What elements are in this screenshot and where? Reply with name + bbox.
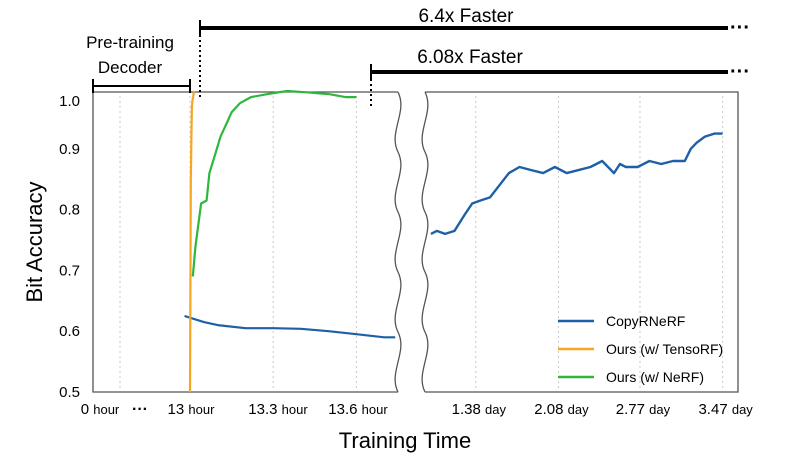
speedup-nerf-label: 6.08x Faster bbox=[417, 47, 523, 68]
annotations: Pre-training Decoder 6.4x Faster ··· 6.0… bbox=[86, 6, 750, 106]
y-tick-label: 0.6 bbox=[59, 323, 80, 340]
left-panel bbox=[92, 91, 398, 393]
series-line-left-ours-w-tensorf bbox=[188, 90, 196, 393]
right-panel bbox=[425, 91, 739, 393]
x-axis-break-ellipsis: ··· bbox=[132, 401, 148, 418]
right-panel-series bbox=[430, 132, 723, 236]
x-tick-label-right: 1.38 day bbox=[452, 401, 507, 418]
x-tick-labels-right: 1.38 day 2.08 day 2.77 day 3.47 day bbox=[452, 401, 754, 418]
series-line-right-copyrnerf bbox=[430, 132, 723, 236]
legend-label-ours-w-tensorf: Ours (w/ TensoRF) bbox=[606, 341, 723, 357]
series-line-left-ours-w-nerf bbox=[191, 89, 357, 277]
x-tick-label-left: 13.3 hour bbox=[248, 401, 308, 418]
x-tick-label-right: 3.47 day bbox=[698, 401, 753, 418]
y-tick-label: 0.9 bbox=[59, 141, 80, 158]
left-panel-border bbox=[92, 91, 398, 393]
legend: CopyRNeRF Ours (w/ TensoRF) Ours (w/ NeRF) bbox=[558, 313, 723, 385]
speedup-nerf-ellipsis: ··· bbox=[730, 61, 750, 83]
y-tick-label: 1.0 bbox=[59, 93, 80, 110]
left-axis-break bbox=[394, 91, 402, 393]
right-axis-break bbox=[421, 91, 429, 393]
x-tick-label-left: 0 hour bbox=[81, 401, 120, 418]
y-axis-title: Bit Accuracy bbox=[22, 181, 47, 302]
y-tick-label: 0.7 bbox=[59, 262, 80, 279]
y-tick-label: 0.8 bbox=[59, 202, 80, 219]
x-tick-label-left: 13.6 hour bbox=[328, 401, 388, 418]
x-axis-title: Training Time bbox=[339, 428, 471, 453]
series-line-left-copyrnerf bbox=[184, 314, 396, 339]
legend-label-copyrnerf: CopyRNeRF bbox=[606, 313, 685, 329]
pretrain-label-line1: Pre-training bbox=[86, 33, 174, 52]
right-panel-border bbox=[425, 91, 739, 393]
speedup-tensorf-label: 6.4x Faster bbox=[418, 6, 514, 27]
pretrain-label-line2: Decoder bbox=[98, 58, 163, 77]
x-tick-labels-left: 0 hour 13 hour 13.3 hour 13.6 hour bbox=[81, 401, 389, 418]
speedup-tensorf-ellipsis: ··· bbox=[730, 17, 750, 39]
x-tick-label-right: 2.08 day bbox=[534, 401, 589, 418]
y-tick-label: 0.5 bbox=[59, 384, 80, 401]
left-panel-series bbox=[184, 89, 396, 393]
legend-label-ours-w-nerf: Ours (w/ NeRF) bbox=[606, 369, 704, 385]
y-tick-labels: 0.5 0.6 0.7 0.8 0.9 1.0 bbox=[59, 93, 80, 401]
x-tick-label-right: 2.77 day bbox=[616, 401, 671, 418]
x-tick-label-left: 13 hour bbox=[168, 401, 216, 418]
